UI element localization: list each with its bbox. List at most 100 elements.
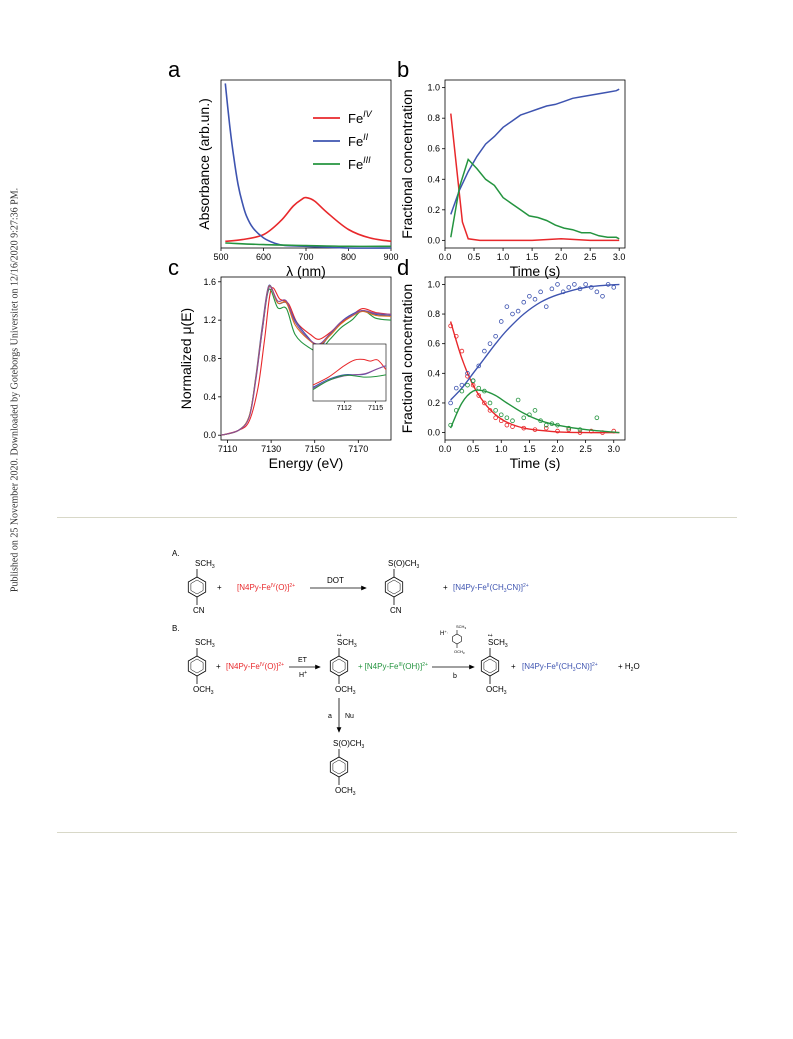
small-sch3-sub: 3 — [464, 626, 466, 630]
divider-bottom — [57, 832, 737, 833]
green-complex-charge: 2+ — [422, 662, 428, 668]
green-plus: + — [358, 662, 363, 671]
svg-text:OCH3: OCH3 — [454, 649, 465, 655]
data-point — [487, 400, 493, 406]
x-axis-label: λ (nm) — [286, 263, 326, 279]
panel-label-a: a — [168, 57, 181, 82]
svg-text:OCH3: OCH3 — [335, 786, 356, 797]
inset-x-tick-label: 7112 — [337, 405, 352, 412]
y-tick-label: 0.8 — [427, 309, 440, 319]
et-h-sup: + — [304, 670, 307, 676]
data-point — [498, 319, 504, 324]
water-sub: 2 — [631, 667, 634, 673]
red-complex-a-charge: 2+ — [289, 583, 295, 589]
data-point — [493, 415, 498, 421]
blue-complex-a-post2: CN)] — [507, 583, 523, 592]
x-tick-label: 1.0 — [495, 444, 508, 454]
data-point — [510, 311, 515, 317]
data-point — [476, 363, 482, 369]
x-tick-label: 2.5 — [584, 252, 597, 262]
inset-x-tick-label: 7115 — [368, 405, 383, 412]
x-tick-label: 500 — [213, 252, 228, 262]
data-point — [527, 293, 532, 299]
data-point — [482, 348, 487, 354]
sulfoxide-text: S(O)CH — [388, 559, 417, 568]
chart-d: 0.0 0.5 1.0 1.5 2.0 2.5 3.00.00.20.40.60.81.0T… — [399, 276, 626, 471]
plus-1: + — [217, 583, 222, 592]
x-tick-label: 0.5 — [468, 252, 481, 262]
chart-b: 0.0 0.5 1.0 1.5 2.0 2.5 3.00.00.20.40.60.81.0T… — [399, 79, 626, 279]
red-complex-b-post: (O)] — [265, 662, 279, 671]
small-thioanisole: SCH3 OCH3 — [452, 624, 466, 655]
data-point — [594, 415, 600, 421]
series-line — [450, 157, 620, 240]
data-point — [465, 382, 470, 388]
x-tick-label: 900 — [383, 252, 398, 262]
y-tick-label: 0.4 — [427, 368, 440, 378]
sulfoxide-cn: S(O)CH3 CN — [384, 559, 419, 615]
y-tick-label: 0.2 — [427, 398, 440, 408]
x-axis-label: Time (s) — [510, 455, 561, 471]
y-tick-label: 1.0 — [427, 83, 440, 93]
sulfoxide-b: S(O)CH — [333, 739, 362, 748]
red-complex-a: [N4Py-Fe — [237, 583, 271, 592]
red-complex-b: [N4Py-Fe — [226, 662, 260, 671]
data-point — [459, 388, 465, 394]
series-line — [225, 196, 392, 243]
series-line — [450, 88, 620, 215]
data-point — [470, 382, 476, 388]
fit-line — [449, 321, 620, 434]
y-tick-label: 0.4 — [203, 392, 216, 402]
x-tick-label: 2.0 — [551, 444, 564, 454]
chart-a: 500 600 700 800 900 λ (nm) Absorbance (arb.un.… — [196, 79, 399, 279]
green-complex-post: (OH)] — [403, 662, 423, 671]
legend-base: Fe — [348, 134, 363, 149]
plus-3: + — [216, 662, 221, 671]
sch3-r2-sub: 3 — [505, 643, 508, 649]
red-complex-b-charge: 2+ — [278, 662, 284, 668]
b-label: b — [453, 673, 457, 680]
series-line — [225, 242, 392, 248]
y-tick-label: 0.0 — [427, 428, 440, 438]
y-axis-label: Fractional concentration — [399, 284, 415, 433]
data-point — [470, 378, 476, 384]
blue-complex-a-sub: 3 — [504, 588, 507, 594]
fit-line — [450, 283, 620, 401]
sch3-r1: SCH — [337, 638, 354, 647]
y-axis-label: Fractional concentration — [399, 89, 415, 238]
thioanisole-och3: SCH3 OCH3 — [187, 638, 215, 696]
y-tick-label: 0.2 — [427, 205, 440, 215]
water-pre: + H — [618, 662, 631, 671]
inset-series-line — [312, 358, 387, 386]
cn-text: CN — [193, 606, 205, 615]
legend-sup: II — [363, 132, 369, 142]
data-point — [448, 400, 453, 406]
blue-complex-b-sub: 3 — [573, 667, 576, 673]
water-post: O — [633, 662, 639, 671]
x-tick-label: 0.5 — [467, 444, 480, 454]
legend-label: FeII — [348, 132, 369, 149]
svg-text:OCH3: OCH3 — [335, 685, 356, 696]
data-point — [566, 285, 572, 290]
data-point — [453, 385, 459, 391]
panel-label-b: b — [397, 57, 409, 82]
plot-frame — [444, 276, 626, 441]
x-tick-label: 2.5 — [579, 444, 592, 454]
sulfoxide-b-sub: 3 — [361, 744, 364, 750]
och3-s-sub: 3 — [353, 791, 356, 797]
blue-complex-a-charge: 2+ — [523, 583, 529, 589]
x-tick-label: 3.0 — [613, 252, 626, 262]
small-och3: OCH — [454, 649, 463, 654]
data-point — [521, 415, 527, 421]
inset-frame — [312, 343, 387, 402]
thioanisole-cn: SCH3 CN — [187, 559, 215, 615]
data-point — [476, 393, 482, 398]
data-point — [487, 341, 493, 346]
svg-text:[N4Py-FeII(CH3CN)]2+: [N4Py-FeII(CH3CN)]2+ — [453, 583, 529, 594]
blue-complex-a-sup: II — [487, 583, 490, 589]
och3-b-sub: 3 — [211, 690, 214, 696]
green-complex-sup: III — [398, 662, 402, 668]
y-axis-label: Absorbance (arb.un.) — [196, 98, 212, 230]
red-complex-b-sup: IV — [260, 662, 265, 668]
blue-complex-a-post: (CH — [490, 583, 504, 592]
